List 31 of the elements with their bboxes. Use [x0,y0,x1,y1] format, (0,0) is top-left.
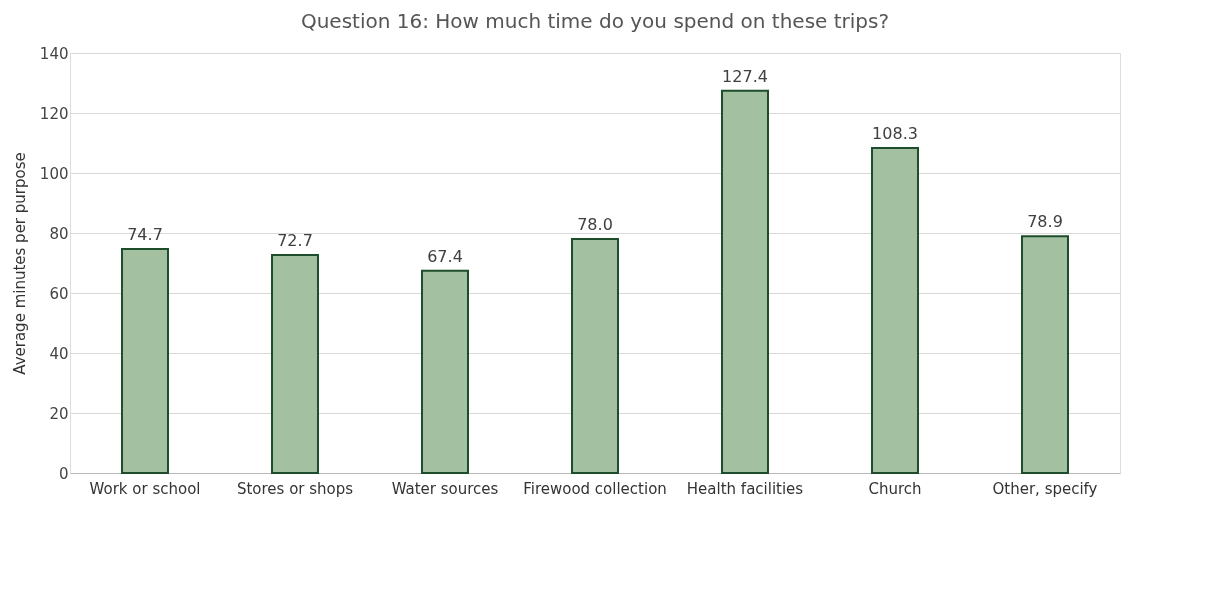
y-tick-label: 120 [39,104,69,123]
y-tick-label: 100 [39,164,69,183]
y-tick-label: 0 [58,464,69,483]
y-tick-label: 140 [39,44,69,63]
bar [121,247,169,474]
x-tick-label: Work or school [89,479,201,498]
y-tick-label: 80 [49,224,69,243]
x-tick-label: Stores or shops [236,479,354,498]
y-tick-label: 40 [49,344,69,363]
data-label: 108.3 [872,124,918,144]
data-label: 127.4 [722,66,768,86]
data-label: 72.7 [277,230,313,250]
y-tick-label: 20 [49,404,69,423]
x-tick-label: Firewood collection [523,479,667,498]
bar [1021,235,1069,474]
x-tick-label: Water sources [391,479,499,498]
bar [571,238,619,474]
data-label: 78.9 [1027,212,1063,232]
chart-title: Question 16: How much time do you spend on these trips? [300,9,890,33]
bar [421,269,469,474]
data-label: 74.7 [127,224,163,244]
data-label: 78.0 [577,215,613,234]
bar [871,147,919,474]
data-label: 67.4 [427,246,463,266]
y-axis-title: Average minutes per purpose [10,152,29,375]
y-tick-label: 60 [49,284,69,303]
bar [271,253,319,474]
x-tick-label: Church [868,479,922,498]
x-tick-label: Health facilities [686,479,804,498]
bar [721,89,769,474]
x-tick-label: Other, specify [992,479,1098,498]
